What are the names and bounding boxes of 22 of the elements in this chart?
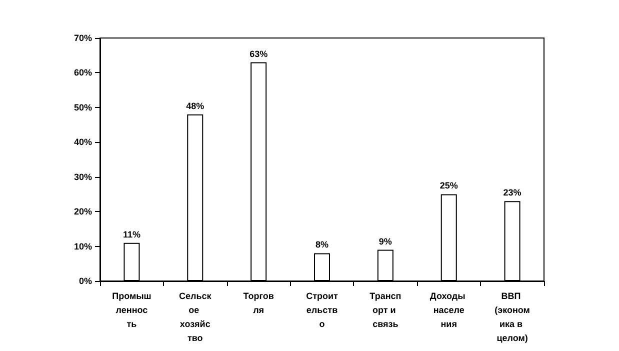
y-tick-label: 0% — [78, 276, 92, 286]
data-label: 8% — [315, 240, 329, 250]
data-label: 25% — [440, 180, 458, 191]
x-tick-label: Строительство — [306, 291, 339, 329]
x-tick-label: ВВП (экономика в целом) — [494, 291, 530, 343]
y-tick-label: 20% — [74, 206, 92, 217]
y-tick-label: 70% — [74, 33, 92, 43]
data-label: 48% — [186, 100, 204, 111]
y-tick-label: 50% — [74, 102, 92, 112]
x-tick-label: Транспорт и связь — [370, 291, 402, 329]
data-label: 11% — [122, 229, 140, 240]
data-label: 9% — [378, 236, 392, 246]
x-tick-label: Сельское хозяйство — [179, 291, 212, 343]
y-tick-label: 10% — [74, 241, 92, 252]
x-tick-label: Промышленность — [112, 291, 152, 329]
x-tick-label: Торговля — [243, 291, 274, 315]
data-label: 63% — [250, 48, 268, 59]
y-tick-label: 30% — [74, 172, 92, 182]
data-label: 23% — [503, 188, 522, 198]
y-tick-label: 40% — [74, 137, 92, 148]
x-tick-label: Доходы населения — [430, 291, 468, 329]
y-tick-label: 60% — [74, 68, 92, 78]
